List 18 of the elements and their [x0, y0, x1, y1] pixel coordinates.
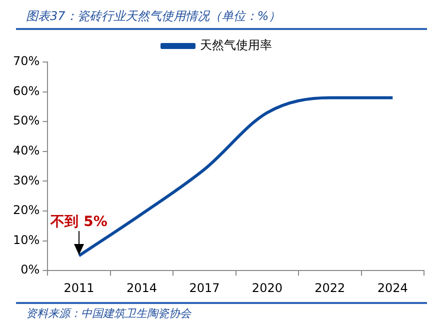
chart-title: 图表37：瓷砖行业天然气使用情况（单位：%）: [25, 8, 282, 25]
y-tick-label: 40%: [13, 144, 40, 158]
y-tick-label: 70%: [13, 54, 40, 68]
legend-label: 天然气使用率: [200, 38, 272, 52]
x-tick-label: 2017: [189, 280, 220, 295]
x-tick-label: 2022: [314, 280, 346, 295]
y-tick-label: 20%: [13, 203, 40, 218]
annotation: 不到 5%: [49, 214, 108, 230]
y-tick-label: 30%: [13, 173, 40, 188]
text: 资料来源：中国建筑卫生陶瓷协会: [25, 306, 192, 321]
y-tick-label: 60%: [13, 84, 40, 98]
x-tick-label: 2024: [377, 280, 408, 295]
y-tick-label: 10%: [13, 232, 40, 247]
x-tick-label: 2011: [64, 280, 94, 295]
x-tick-label: 2020: [252, 280, 282, 295]
y-tick-label: 0%: [20, 262, 40, 277]
y-tick-label: 50%: [13, 114, 40, 128]
x-tick-label: 2014: [126, 280, 158, 295]
